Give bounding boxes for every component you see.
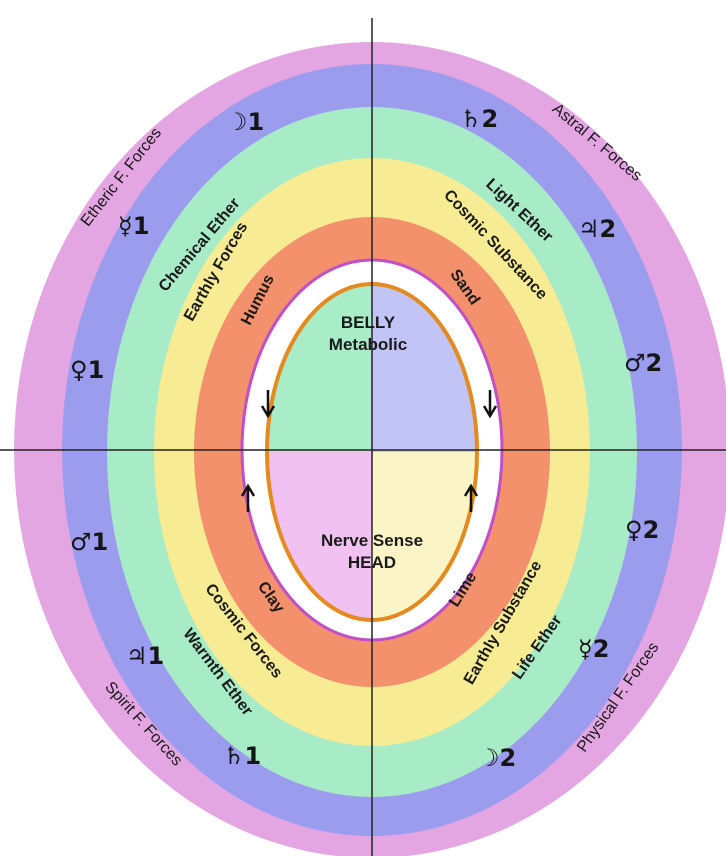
saturn-1-icon: ♄1 <box>223 742 261 770</box>
down-arrow-left-icon <box>260 390 276 419</box>
up-arrow-left-icon <box>240 483 256 512</box>
mercury-2-icon: ☿2 <box>578 635 609 663</box>
up-arrow-right-icon <box>463 483 479 512</box>
head-label: HEAD <box>348 553 396 572</box>
saturn-2-icon: ♄2 <box>460 105 498 133</box>
nerve-sense-label: Nerve Sense <box>321 531 423 550</box>
jupiter-1-icon: ♃1 <box>126 642 164 670</box>
mercury-1-icon: ☿1 <box>118 212 149 240</box>
loop-arrows <box>240 390 498 512</box>
mars-2-icon: ♂2 <box>624 349 662 377</box>
mars-1-icon: ♂1 <box>70 528 108 556</box>
jupiter-2-icon: ♃2 <box>578 215 616 243</box>
venus-2-icon: ♀2 <box>625 516 659 544</box>
down-arrow-right-icon <box>482 390 498 419</box>
venus-1-icon: ♀1 <box>70 356 104 384</box>
belly-label: BELLY <box>341 313 396 332</box>
metabolic-label: Metabolic <box>329 335 407 354</box>
moon-1-icon: ☽1 <box>226 108 264 136</box>
moon-2-icon: ☽2 <box>478 744 516 772</box>
